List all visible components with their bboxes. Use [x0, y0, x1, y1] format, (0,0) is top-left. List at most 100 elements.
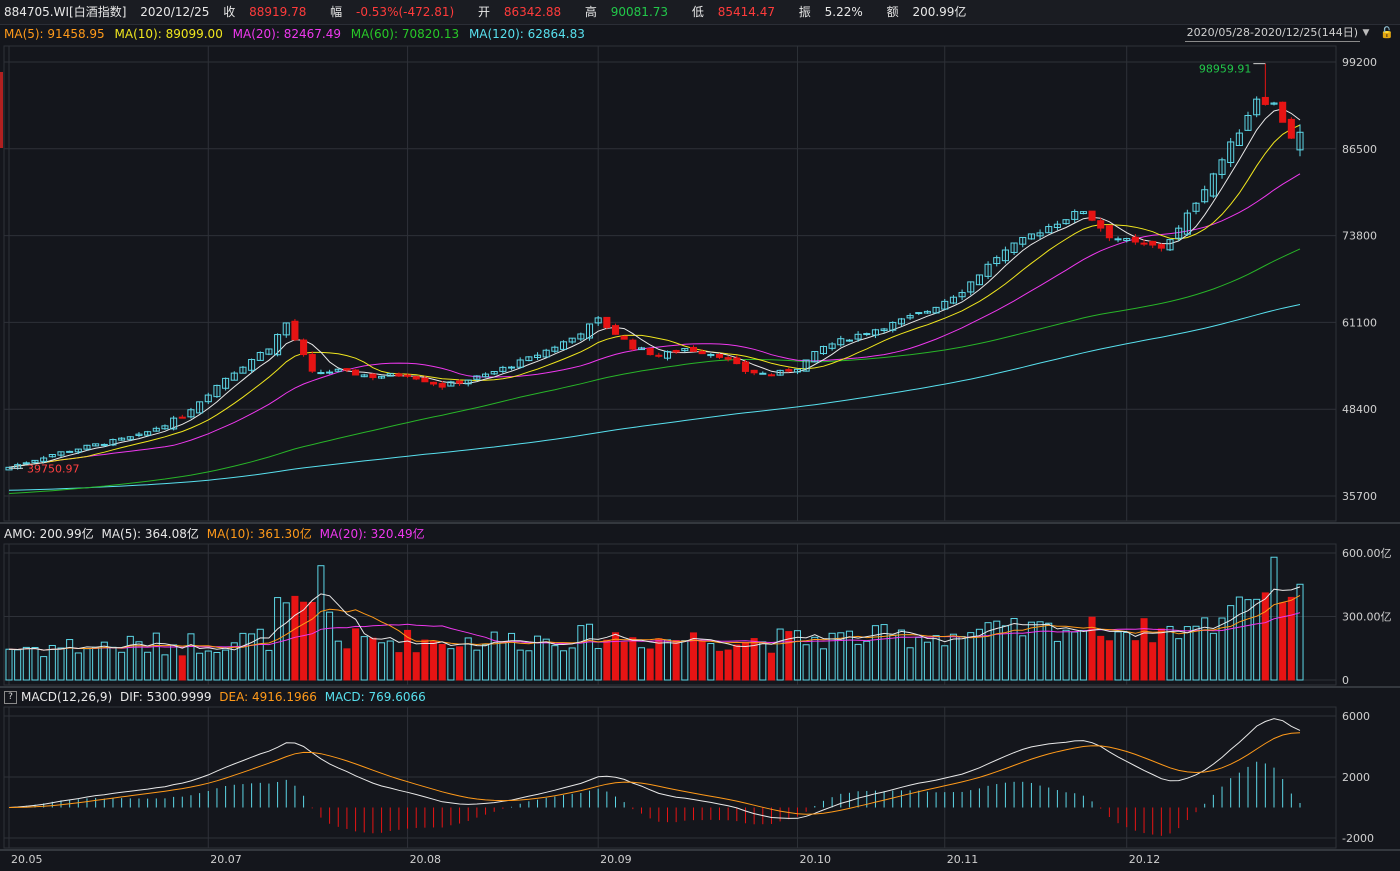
volume-bar	[352, 628, 360, 681]
ma10-legend: MA(10): 89099.00	[114, 27, 223, 41]
volume-bar	[48, 644, 56, 681]
volume-bar	[889, 634, 897, 681]
candle-body	[1253, 98, 1261, 116]
candle-body	[568, 337, 576, 343]
candle-body	[447, 381, 455, 387]
date-tick-label: 20.07	[210, 853, 242, 866]
volume-legend: AMO: 200.99亿 MA(5): 364.08亿 MA(10): 361.…	[0, 525, 1400, 543]
volume-bar	[1140, 618, 1148, 681]
candle-body	[31, 459, 39, 463]
amount-label: 额	[886, 5, 899, 19]
candle-body	[499, 366, 507, 372]
candle-body	[1235, 132, 1243, 147]
candle-body	[412, 376, 420, 380]
volume-bar	[880, 624, 888, 681]
volume-bar	[109, 646, 117, 681]
volume-bar	[386, 640, 394, 681]
candle-body	[248, 359, 256, 371]
volume-bar	[1157, 628, 1165, 681]
candle-body	[152, 427, 160, 432]
volume-bar	[1287, 596, 1295, 681]
candle-body	[1296, 131, 1304, 151]
candle-body	[993, 257, 1001, 265]
candle-body	[655, 354, 663, 357]
volume-bar	[845, 630, 853, 681]
quote-header: 884705.WI[白酒指数] 2020/12/25 收 88919.78 幅 …	[0, 0, 1400, 25]
date-range-selector[interactable]: 2020/05/28-2020/12/25(144日)	[1184, 25, 1360, 42]
candle-body	[611, 325, 620, 335]
candle-body	[274, 334, 282, 356]
volume-bar	[603, 639, 611, 681]
candle-body	[135, 433, 143, 436]
volume-bar	[1261, 592, 1269, 681]
ma120-line	[8, 304, 1301, 491]
candle-body	[230, 372, 238, 381]
volume-bar	[1053, 640, 1061, 681]
candle-body	[663, 351, 672, 359]
candle-body	[438, 383, 446, 388]
candle-body	[603, 316, 611, 328]
volume-bar	[637, 647, 646, 681]
volume-bar	[14, 649, 22, 681]
volume-bar	[317, 565, 325, 681]
ma5-legend: MA(5): 91458.95	[4, 27, 105, 41]
candle-body	[291, 320, 299, 341]
price-tick-label: 86500	[1342, 143, 1377, 156]
volume-bar	[404, 629, 412, 681]
close-label: 收	[223, 5, 236, 19]
volume-bar	[222, 649, 230, 681]
volume-bar	[40, 656, 48, 681]
candle-body	[386, 373, 394, 377]
volume-bar	[1088, 616, 1096, 681]
open-label: 开	[477, 5, 490, 19]
candle-body	[897, 318, 905, 325]
candle-body	[187, 409, 195, 418]
high-label: 高	[584, 5, 597, 19]
ma20-legend: MA(20): 82467.49	[232, 27, 341, 41]
dea-line	[8, 732, 1301, 815]
candle-body	[1114, 238, 1122, 241]
candle-body	[811, 351, 819, 363]
volume-bar	[854, 643, 862, 681]
candle-body	[490, 370, 498, 375]
help-icon[interactable]: ?	[4, 691, 17, 704]
candle-body	[343, 368, 351, 371]
candle-body	[1036, 232, 1044, 237]
index-code[interactable]: 884705.WI[白酒指数]	[4, 5, 127, 19]
volume-bar	[733, 644, 741, 681]
volume-bar	[118, 651, 126, 681]
volume-bar	[828, 632, 836, 681]
selection-marker	[0, 72, 3, 148]
candle-body	[793, 368, 801, 373]
volume-bar	[516, 649, 524, 681]
date-tick-label: 20.10	[799, 853, 831, 866]
candle-body	[845, 339, 853, 342]
volume-bar	[239, 632, 247, 681]
candle-body	[57, 451, 65, 456]
candle-body	[551, 346, 559, 352]
volume-bar	[568, 647, 576, 681]
candle-body	[785, 369, 793, 372]
volume-bar	[57, 647, 65, 681]
volume-ma5-line	[8, 586, 1301, 651]
macd-value-legend: MACD: 769.6066	[324, 690, 426, 704]
candle-body	[689, 346, 698, 352]
price-tick-label: 73800	[1342, 230, 1377, 243]
lock-icon[interactable]: 🔓	[1380, 26, 1394, 39]
volume-bar	[421, 639, 429, 681]
candle-body	[932, 306, 940, 314]
candle-body	[637, 347, 646, 351]
candle-body	[308, 353, 316, 372]
volume-bar	[594, 648, 602, 681]
candle-body	[975, 274, 983, 286]
candle-body	[724, 357, 732, 360]
volume-bar	[655, 638, 663, 681]
volume-bar	[525, 650, 533, 681]
volume-bar	[750, 638, 758, 681]
volume-tick-label: 600.00亿	[1342, 547, 1392, 560]
chevron-down-icon[interactable]: ▼	[1362, 28, 1370, 38]
panel-frame	[3, 45, 1337, 522]
price-tick-label: 61100	[1342, 316, 1377, 329]
candle-body	[577, 333, 585, 340]
